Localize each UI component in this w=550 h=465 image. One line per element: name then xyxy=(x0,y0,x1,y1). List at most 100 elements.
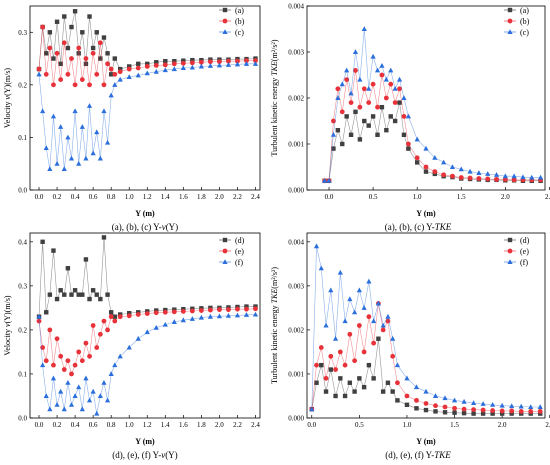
data-point xyxy=(423,145,429,151)
legend: (a) (b) (c) xyxy=(219,6,245,37)
data-point xyxy=(180,309,186,314)
data-point xyxy=(108,371,114,376)
data-point xyxy=(379,72,385,78)
data-point xyxy=(153,68,159,74)
data-point xyxy=(76,292,81,297)
data-point xyxy=(485,171,491,176)
data-point xyxy=(347,380,353,385)
data-point xyxy=(97,155,103,161)
data-point xyxy=(112,318,118,324)
data-point xyxy=(76,384,82,390)
x-tick-label: 1.2 xyxy=(143,193,152,201)
x-tick-label: 1.2 xyxy=(143,421,152,429)
data-point xyxy=(537,408,543,414)
data-point xyxy=(162,62,168,68)
data-point xyxy=(529,174,535,180)
data-point xyxy=(40,24,46,30)
data-point xyxy=(235,58,240,64)
data-point xyxy=(366,123,371,128)
data-point xyxy=(509,411,514,416)
data-point xyxy=(348,132,354,137)
data-point xyxy=(126,66,132,72)
data-point xyxy=(335,86,341,92)
data-point xyxy=(335,128,341,133)
legend-marker xyxy=(507,7,513,13)
data-point xyxy=(126,313,132,319)
data-point xyxy=(108,310,114,315)
data-point xyxy=(47,292,53,297)
data-point xyxy=(101,35,107,40)
data-point xyxy=(62,14,67,19)
data-point xyxy=(401,95,407,100)
data-point xyxy=(87,82,92,88)
data-point xyxy=(54,160,60,166)
data-point xyxy=(43,358,49,364)
data-point xyxy=(499,402,505,408)
x-tick-label: 0.0 xyxy=(307,421,316,429)
data-point xyxy=(217,59,222,65)
data-point xyxy=(83,375,89,381)
data-point xyxy=(54,50,60,56)
data-point xyxy=(441,159,447,165)
data-point xyxy=(394,362,401,368)
legend-label: (c) xyxy=(520,28,529,37)
data-point xyxy=(361,349,367,355)
data-point xyxy=(54,296,60,302)
legend-label: (d) xyxy=(520,236,530,245)
data-point xyxy=(94,129,100,135)
legend-marker xyxy=(507,29,513,34)
data-point xyxy=(366,314,372,320)
data-point xyxy=(471,400,477,406)
data-point xyxy=(43,145,49,150)
data-point xyxy=(467,175,473,181)
data-point xyxy=(442,395,448,401)
data-point xyxy=(51,248,56,253)
data-point xyxy=(181,58,186,63)
data-point xyxy=(379,63,385,68)
data-point xyxy=(44,51,49,56)
data-point xyxy=(144,64,150,69)
series-line xyxy=(311,303,541,412)
data-point xyxy=(198,308,204,313)
data-point xyxy=(105,61,110,67)
data-point xyxy=(198,59,204,65)
data-point xyxy=(47,327,53,333)
data-point xyxy=(145,61,150,67)
data-point xyxy=(65,358,71,364)
data-point xyxy=(335,95,341,100)
y-tick-label: 0.0 xyxy=(18,187,27,195)
data-point xyxy=(433,409,438,414)
data-point xyxy=(376,336,381,341)
data-point xyxy=(61,166,67,171)
legend-label: (a) xyxy=(520,6,529,15)
data-point xyxy=(401,114,407,119)
caption-1: (a), (b), (c) Y-v(Y) xyxy=(112,222,178,232)
data-point xyxy=(171,66,177,72)
y-tick-label: 0.3 xyxy=(18,29,27,37)
data-point xyxy=(467,168,473,174)
data-point xyxy=(333,393,338,399)
data-point xyxy=(449,164,456,169)
data-point xyxy=(499,408,505,414)
y-tick-label: 0.003 xyxy=(288,49,304,57)
data-point xyxy=(90,45,96,51)
data-point xyxy=(326,178,332,183)
data-point xyxy=(433,403,438,409)
data-point xyxy=(404,375,410,381)
data-point xyxy=(171,319,177,324)
data-point xyxy=(216,62,223,68)
data-point xyxy=(452,410,457,415)
data-point xyxy=(366,100,372,105)
data-point xyxy=(414,136,420,142)
data-point xyxy=(47,406,53,412)
x-axis-label: Y (m) xyxy=(416,437,436,446)
data-point xyxy=(127,64,132,69)
data-point xyxy=(356,287,362,293)
data-point xyxy=(234,61,241,67)
data-point xyxy=(62,292,67,297)
data-point xyxy=(337,269,343,275)
series-line xyxy=(38,237,256,318)
data-point xyxy=(101,235,107,240)
data-point xyxy=(43,71,49,77)
x-tick-label: 0.5 xyxy=(369,193,378,201)
